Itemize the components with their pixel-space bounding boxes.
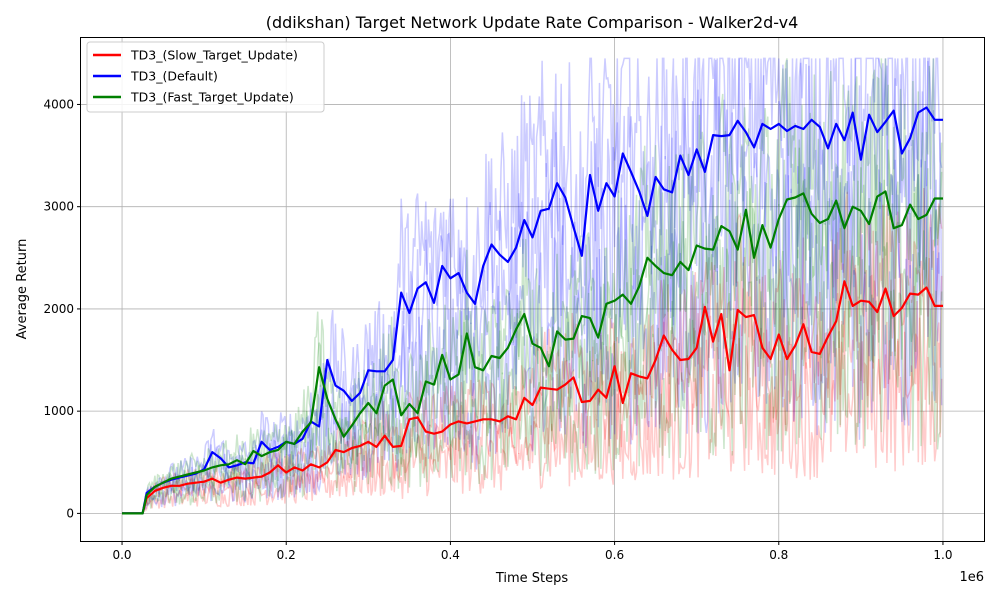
legend-label: TD3_(Fast_Target_Update) bbox=[130, 90, 294, 105]
raw-trace-line bbox=[122, 242, 943, 515]
y-tick-label: 2000 bbox=[43, 302, 74, 316]
legend-box bbox=[86, 41, 325, 113]
x-tick-label: 0.8 bbox=[769, 548, 788, 562]
raw-trace-line bbox=[122, 57, 943, 515]
y-tick-label: 4000 bbox=[43, 97, 74, 111]
x-axis-offset-label: 1e6 bbox=[959, 570, 984, 585]
raw-trace-line bbox=[122, 310, 943, 515]
legend: TD3_(Slow_Target_Update) TD3_(Default) TD3… bbox=[86, 41, 325, 113]
x-axis-label: Time Steps bbox=[495, 571, 569, 586]
series-line bbox=[122, 190, 943, 515]
y-tick-label: 1000 bbox=[43, 404, 74, 418]
legend-label: TD3_(Slow_Target_Update) bbox=[130, 48, 298, 63]
x-tick-label: 1.0 bbox=[933, 548, 952, 562]
raw-trace-line bbox=[122, 250, 943, 515]
series-line bbox=[122, 106, 943, 515]
raw-trace-line bbox=[122, 58, 943, 515]
x-tick-label: 0.4 bbox=[441, 548, 460, 562]
x-tick-label: 0.0 bbox=[112, 548, 131, 562]
series-lines bbox=[122, 106, 943, 515]
series-line bbox=[122, 280, 943, 515]
x-axis: 0.0 0.2 0.4 0.6 0.8 1.0 bbox=[112, 541, 953, 562]
legend-label: TD3_(Default) bbox=[130, 69, 218, 84]
chart-title: (ddikshan) Target Network Update Rate Co… bbox=[266, 13, 799, 32]
y-tick-label: 3000 bbox=[43, 200, 74, 214]
x-tick-label: 0.6 bbox=[605, 548, 624, 562]
y-axis: 0 1000 2000 3000 4000 bbox=[43, 97, 81, 520]
raw-trace-line bbox=[122, 187, 943, 515]
y-tick-label: 0 bbox=[66, 506, 74, 520]
plot-frame bbox=[80, 37, 985, 542]
y-axis-label: Average Return bbox=[15, 239, 30, 340]
x-tick-label: 0.2 bbox=[277, 548, 296, 562]
